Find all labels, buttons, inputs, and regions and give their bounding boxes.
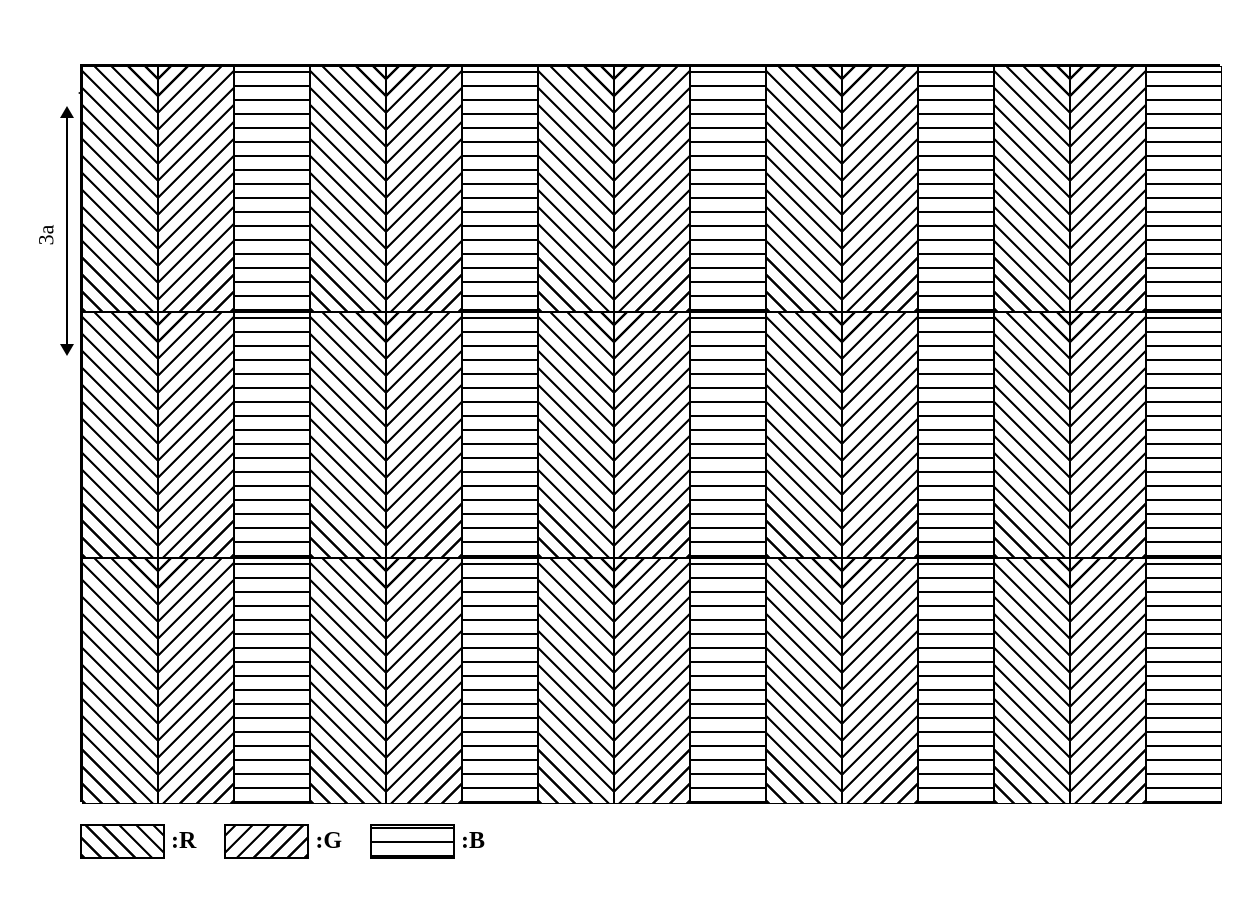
cell-r bbox=[766, 312, 842, 558]
cell-r bbox=[538, 66, 614, 312]
legend-label: :G bbox=[315, 828, 342, 855]
legend-swatch-r bbox=[80, 824, 165, 859]
cell-g bbox=[158, 66, 234, 312]
cell-g bbox=[1070, 558, 1146, 804]
pattern-grid bbox=[80, 64, 1220, 802]
cell-g bbox=[842, 312, 918, 558]
height-arrow bbox=[66, 108, 68, 354]
cell-b bbox=[690, 312, 766, 558]
cell-b bbox=[918, 558, 994, 804]
legend-item-b: :B bbox=[370, 824, 485, 859]
legend: :R :G :B bbox=[80, 824, 1220, 859]
legend-item-g: :G bbox=[224, 824, 342, 859]
cell-g bbox=[842, 66, 918, 312]
cell-g bbox=[386, 312, 462, 558]
cell-b bbox=[690, 66, 766, 312]
height-label: 3a bbox=[33, 225, 59, 246]
legend-label: :R bbox=[171, 828, 196, 855]
cell-b bbox=[234, 66, 310, 312]
cell-b bbox=[234, 312, 310, 558]
cell-b bbox=[462, 558, 538, 804]
cell-b bbox=[690, 558, 766, 804]
cell-b bbox=[462, 312, 538, 558]
cell-g bbox=[158, 312, 234, 558]
cell-g bbox=[1070, 312, 1146, 558]
cell-r bbox=[310, 558, 386, 804]
cell-g bbox=[158, 558, 234, 804]
cell-r bbox=[994, 312, 1070, 558]
cell-r bbox=[994, 558, 1070, 804]
cell-b bbox=[1146, 66, 1222, 312]
cell-r bbox=[82, 66, 158, 312]
cell-b bbox=[918, 312, 994, 558]
cell-r bbox=[994, 66, 1070, 312]
cell-r bbox=[310, 312, 386, 558]
cell-r bbox=[766, 66, 842, 312]
legend-item-r: :R bbox=[80, 824, 196, 859]
cell-g bbox=[842, 558, 918, 804]
diagram-container: a 3a :R:G:B bbox=[20, 64, 1220, 859]
cell-g bbox=[1070, 66, 1146, 312]
cell-r bbox=[538, 558, 614, 804]
cell-g bbox=[614, 66, 690, 312]
cell-g bbox=[614, 558, 690, 804]
cell-b bbox=[1146, 312, 1222, 558]
cell-r bbox=[766, 558, 842, 804]
cell-b bbox=[1146, 558, 1222, 804]
legend-swatch-b bbox=[370, 824, 455, 859]
cell-r bbox=[310, 66, 386, 312]
cell-b bbox=[234, 558, 310, 804]
cell-b bbox=[918, 66, 994, 312]
cell-r bbox=[82, 558, 158, 804]
cell-g bbox=[614, 312, 690, 558]
legend-swatch-g bbox=[224, 824, 309, 859]
cell-r bbox=[82, 312, 158, 558]
cell-g bbox=[386, 558, 462, 804]
cell-g bbox=[386, 66, 462, 312]
cell-b bbox=[462, 66, 538, 312]
cell-r bbox=[538, 312, 614, 558]
legend-label: :B bbox=[461, 828, 485, 855]
